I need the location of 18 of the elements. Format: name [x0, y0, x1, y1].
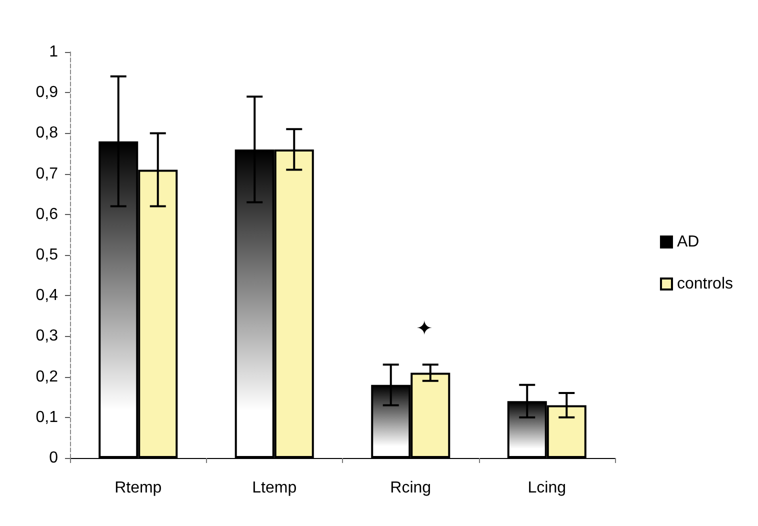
x-tick-label: Rtemp — [114, 480, 162, 496]
y-tick-label: 0,6 — [36, 206, 58, 223]
annotation: ✦ — [416, 316, 433, 340]
legend-label: AD — [676, 234, 700, 250]
y-tick-label: 0,9 — [36, 84, 58, 102]
x-tick-label: Rcing — [390, 480, 432, 496]
y-tick-label: 0,2 — [36, 368, 58, 386]
y-tick-label: 0,5 — [36, 246, 58, 264]
y-tick-label: 0 — [49, 450, 58, 466]
y-tick-label: 0,1 — [36, 408, 58, 426]
x-tick-label: Ltemp — [252, 480, 297, 496]
y-tick-label: 0,4 — [36, 287, 58, 304]
legend-label: controls — [676, 276, 734, 292]
y-tick-label: 1 — [49, 44, 58, 60]
y-tick-label: 0,3 — [36, 328, 58, 345]
x-tick-label: Lcing — [528, 480, 566, 496]
y-tick-label: 0,7 — [36, 165, 58, 182]
y-tick-label: 0,8 — [36, 124, 58, 142]
